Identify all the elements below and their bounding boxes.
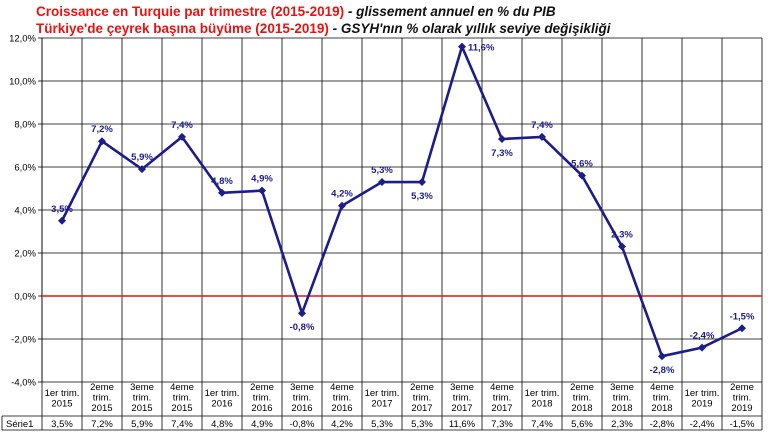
data-table-value: 4,8% [211,419,233,430]
chart-title-line-2: Türkiye'de çeyrek başına büyüme (2015-20… [36,21,610,36]
data-point-marker [698,343,706,352]
data-label: -1,5% [730,311,755,322]
x-tick-label: 1er trim. 2019 [685,388,720,410]
y-tick-label: 0,0% [14,292,36,303]
chart-title-turkish: Türkiye'de çeyrek başına büyüme (2015-20… [36,21,329,36]
data-point-marker [58,216,66,225]
data-point-marker [218,188,226,197]
data-table-value: 5,6% [571,419,593,430]
data-point-marker [378,178,386,187]
x-tick-label: 2eme trim. 2019 [730,382,754,414]
data-table-value: 4,9% [251,419,273,430]
x-tick-label: 3eme trim. 2017 [450,382,474,414]
data-table-value: 7,3% [491,419,513,430]
data-label: 5,3% [371,165,393,176]
x-tick-label: 4eme trim. 2017 [490,382,514,414]
data-label: 7,4% [531,120,553,131]
data-table-value: -2,4% [690,419,715,430]
y-tick-label: 10,0% [9,77,36,88]
data-point-marker [298,309,306,318]
data-label: 11,6% [468,43,495,54]
y-tick-label: -2,0% [11,335,36,346]
data-label: 7,2% [91,124,113,135]
data-point-marker [178,132,186,141]
x-tick-label: 3eme trim. 2016 [290,382,314,414]
data-table-value: 7,2% [91,419,113,430]
data-table-value: 7,4% [531,419,553,430]
data-point-marker [658,352,666,361]
x-tick-label: 2eme trim. 2016 [250,382,274,414]
x-tick-label: 1er trim. 2016 [205,388,240,410]
data-table-value: 11,6% [449,419,476,430]
data-point-marker [738,324,746,333]
data-table-value: 5,9% [131,419,153,430]
data-label: 7,3% [491,148,513,159]
data-point-marker [538,132,546,141]
x-tick-label: 4eme trim. 2018 [650,382,674,414]
data-table-value: -2,8% [650,419,675,430]
data-table-value: 2,3% [611,419,633,430]
x-tick-label: 4eme trim. 2015 [170,382,194,414]
data-table-value: -1,5% [730,419,755,430]
data-point-marker [498,135,506,144]
data-label: 3,5% [51,204,73,215]
x-tick-label: 4eme trim. 2016 [330,382,354,414]
data-point-marker [618,242,626,251]
data-point-marker [338,201,346,210]
data-label: 5,3% [411,191,433,202]
data-table-value: 4,2% [331,419,353,430]
data-label: 5,9% [131,152,153,163]
data-point-marker [258,186,266,195]
data-point-marker [578,171,586,180]
data-point-marker [418,178,426,187]
data-table-value: 7,4% [171,419,193,430]
y-tick-label: 6,0% [14,163,36,174]
data-table-value: -0,8% [290,419,315,430]
chart-title-line-1: Croissance en Turquie par trimestre (201… [36,4,556,19]
x-tick-label: 2eme trim. 2018 [570,382,594,414]
x-tick-label: 1er trim. 2015 [45,388,80,410]
data-point-marker [98,137,106,146]
x-tick-label: 2eme trim. 2017 [410,382,434,414]
y-tick-label: -4,0% [11,378,36,389]
data-label: 7,4% [171,120,193,131]
chart-subtitle-french: - glissement annuel en % du PIB [344,4,556,19]
x-tick-label: 2eme trim. 2015 [90,382,114,414]
chart-title-french: Croissance en Turquie par trimestre (201… [36,4,345,19]
data-label: 2,3% [611,230,633,241]
y-tick-label: 8,0% [14,120,36,131]
data-point-marker [458,42,466,51]
data-table-series-name: Série1 [6,419,33,430]
data-label: 4,8% [211,176,233,187]
data-label: -0,8% [290,322,315,333]
data-label: -2,8% [650,365,675,376]
x-tick-label: 1er trim. 2017 [365,388,400,410]
data-label: 4,9% [251,174,273,185]
series-line [60,45,743,358]
y-tick-label: 4,0% [14,206,36,217]
data-label: 4,2% [331,189,353,200]
x-tick-label: 3eme trim. 2018 [610,382,634,414]
data-point-marker [138,165,146,174]
data-label: -2,4% [690,331,715,342]
data-table-value: 3,5% [51,419,73,430]
y-tick-label: 12,0% [9,34,36,45]
data-table-value: 5,3% [371,419,393,430]
y-tick-label: 2,0% [14,249,36,260]
x-tick-label: 1er trim. 2018 [525,388,560,410]
chart-subtitle-turkish: - GSYH'nın % olarak yıllık seviye değişi… [328,21,611,36]
data-label: 5,6% [571,159,593,170]
data-table-value: 5,3% [411,419,433,430]
x-tick-label: 3eme trim. 2015 [130,382,154,414]
